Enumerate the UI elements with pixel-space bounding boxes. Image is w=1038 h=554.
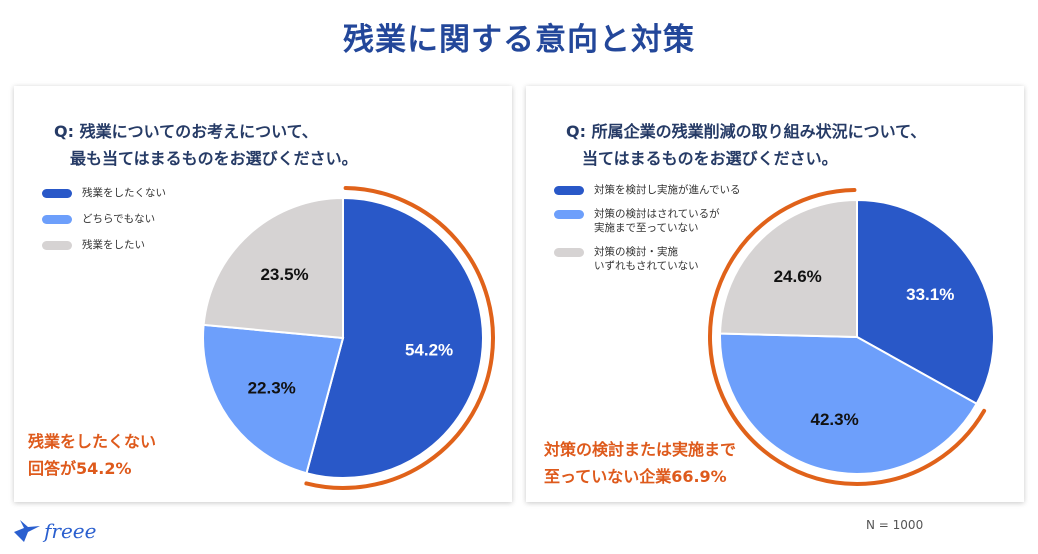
legend-item: 残業をしたい	[42, 238, 166, 252]
legend-label: いずれもされていない	[594, 260, 699, 272]
legend-item: どちらでもない	[42, 212, 166, 226]
pie-slice-2	[202, 323, 345, 475]
legend-item: 対策を検討し実施が進んでいる	[554, 183, 740, 197]
pie-data-label: 23.5%	[260, 265, 308, 284]
callout-line-2: 回答が54.2%	[28, 459, 132, 478]
pie-slice-2	[719, 332, 978, 475]
pie-slice-1	[856, 198, 995, 406]
sample-size: N = 1000	[866, 518, 924, 532]
legend-swatch	[42, 241, 72, 250]
pie-data-label: 22.3%	[248, 378, 296, 397]
callout-line-2: 至っていない企業66.9%	[544, 467, 727, 486]
legend-swatch	[554, 186, 584, 195]
legend-swatch	[42, 189, 72, 198]
legend-label: 対策の検討はされているが	[594, 208, 720, 220]
legend-label: 対策を検討し実施が進んでいる	[594, 184, 741, 196]
bird-icon	[14, 520, 40, 542]
chart-panel-overtime-preference: Q: 残業についてのお考えについて、 最も当てはまるものをお選びください。 残業…	[14, 86, 512, 502]
legend-swatch	[554, 248, 584, 257]
legend-item: 残業をしたくない	[42, 186, 166, 200]
pie-data-label: 54.2%	[405, 340, 453, 359]
page-title: 残業に関する意向と対策	[343, 22, 695, 58]
callout-line-1: 対策の検討または実施まで	[544, 440, 737, 459]
callout-line-1: 残業をしたくない	[28, 432, 157, 451]
pie-slice-3	[202, 196, 344, 340]
pie-chart: 54.2% 22.3% 23.5%	[202, 186, 495, 490]
callout-text: 対策の検討または実施まで 至っていない企業66.9%	[544, 436, 736, 490]
pie-data-label: 42.3%	[810, 410, 858, 429]
question-text: Q: 残業についてのお考えについて、 最も当てはまるものをお選びください。	[54, 118, 358, 172]
question-text: Q: 所属企業の残業削減の取り組み状況について、 当てはまるものをお選びください…	[566, 118, 926, 172]
question-line-1: Q: 残業についてのお考えについて、	[54, 122, 318, 141]
chart-panel-overtime-reduction: Q: 所属企業の残業削減の取り組み状況について、 当てはまるものをお選びください…	[526, 86, 1024, 502]
logo-text: freee	[42, 519, 96, 543]
pie-slice-1	[305, 196, 484, 479]
pie-slice-3	[719, 198, 858, 339]
question-line-1: Q: 所属企業の残業削減の取り組み状況について、	[566, 122, 927, 141]
pie-chart: 33.1% 42.3% 24.6%	[708, 188, 995, 486]
pie-data-label: 24.6%	[774, 267, 822, 286]
legend-label: 実施まで至っていない	[594, 222, 699, 234]
legend-label: 対策の検討・実施	[594, 246, 678, 258]
legend-label: 残業をしたくない	[82, 187, 166, 199]
legend: 残業をしたくない どちらでもない 残業をしたい	[42, 186, 166, 264]
freee-logo: freee	[12, 514, 102, 550]
legend-item: 対策の検討・実施いずれもされていない	[554, 245, 740, 273]
question-line-2: 当てはまるものをお選びください。	[582, 149, 838, 168]
legend-label: 残業をしたい	[82, 239, 145, 251]
highlight-arc	[708, 188, 987, 486]
pie-data-label: 33.1%	[906, 285, 954, 304]
legend-swatch	[554, 210, 584, 219]
legend-swatch	[42, 215, 72, 224]
question-line-2: 最も当てはまるものをお選びください。	[70, 149, 358, 168]
legend-item: 対策の検討はされているが 実施まで至っていない	[554, 207, 740, 235]
legend: 対策を検討し実施が進んでいる 対策の検討はされているが 実施まで至っていない 対策の検…	[554, 183, 740, 283]
callout-text: 残業をしたくない 回答が54.2%	[28, 428, 156, 482]
highlight-arc	[304, 186, 495, 490]
legend-label: どちらでもない	[82, 213, 156, 225]
